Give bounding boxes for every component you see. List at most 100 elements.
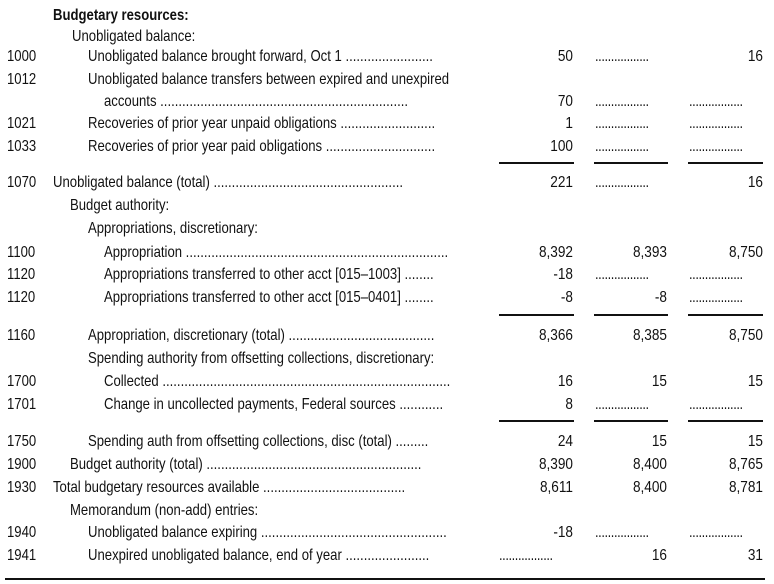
table-row: 1012 Unobligated balance transfers betwee… bbox=[0, 69, 774, 91]
value-col-3: 8,765 bbox=[728, 456, 763, 473]
line-code: 1070 bbox=[7, 174, 37, 191]
line-code: 1021 bbox=[7, 115, 37, 132]
table-row: 1070 Unobligated balance (total) ........… bbox=[0, 172, 774, 194]
table-row: 1160 Appropriation, discretionary (total)… bbox=[0, 325, 774, 347]
line-code: 1701 bbox=[7, 396, 37, 413]
value-col-2: 16 bbox=[651, 547, 667, 564]
empty-value-leader: ................. bbox=[595, 115, 649, 132]
line-label: Unexpired unobligated balance, end of ye… bbox=[88, 547, 430, 564]
table-row: Memorandum (non-add) entries: bbox=[0, 500, 774, 522]
line-label: Unobligated balance transfers between ex… bbox=[88, 71, 450, 88]
line-label: Collected ..............................… bbox=[104, 373, 451, 390]
table-row: Budget authority: bbox=[0, 195, 774, 217]
value-col-1: 16 bbox=[557, 373, 573, 390]
subtotal-rule-col-2 bbox=[594, 162, 668, 164]
line-label: Appropriations transferred to other acct… bbox=[104, 289, 434, 306]
empty-value-leader: ................. bbox=[689, 289, 743, 306]
subtotal-rule-col-2 bbox=[594, 420, 668, 422]
empty-value-leader: ................. bbox=[499, 547, 553, 564]
value-col-1: -8 bbox=[560, 289, 573, 306]
section-title: Budgetary resources: bbox=[53, 7, 189, 24]
table-row: 1120 Appropriations transferred to other … bbox=[0, 287, 774, 309]
line-label: Change in uncollected payments, Federal … bbox=[104, 396, 444, 413]
empty-value-leader: ................. bbox=[689, 266, 743, 283]
value-col-2: 8,393 bbox=[632, 244, 667, 261]
value-col-3: 16 bbox=[747, 48, 763, 65]
subtotal-rule-col-3 bbox=[688, 420, 763, 422]
value-col-1: -18 bbox=[553, 524, 573, 541]
value-col-1: 100 bbox=[550, 138, 573, 155]
line-label: Appropriations, discretionary: bbox=[88, 220, 258, 237]
table-row: 1021 Recoveries of prior year unpaid obli… bbox=[0, 113, 774, 135]
subtotal-rule-col-3 bbox=[688, 314, 763, 316]
empty-value-leader: ................. bbox=[595, 396, 649, 413]
value-col-1: 50 bbox=[557, 48, 573, 65]
line-code: 1160 bbox=[7, 327, 36, 344]
table-row: Unobligated balance: bbox=[0, 26, 774, 48]
value-col-2: 15 bbox=[651, 433, 667, 450]
table-row: 1941 Unexpired unobligated balance, end o… bbox=[0, 545, 774, 567]
line-code: 1940 bbox=[7, 524, 37, 541]
empty-value-leader: ................. bbox=[689, 396, 743, 413]
subtotal-rule-col-1 bbox=[499, 162, 574, 164]
line-label: Appropriations transferred to other acct… bbox=[104, 266, 434, 283]
table-row: Spending authority from offsetting colle… bbox=[0, 348, 774, 370]
table-row: 1000 Unobligated balance brought forward,… bbox=[0, 46, 774, 68]
subtotal-rule-col-1 bbox=[499, 314, 574, 316]
line-code: 1750 bbox=[7, 433, 37, 450]
subtotal-rule-col-2 bbox=[594, 314, 668, 316]
value-col-3: 15 bbox=[747, 433, 763, 450]
line-label: Spending auth from offsetting collection… bbox=[88, 433, 429, 450]
value-col-3: 8,750 bbox=[728, 244, 763, 261]
line-label: Total budgetary resources available ....… bbox=[53, 479, 406, 496]
value-col-1: -18 bbox=[553, 266, 573, 283]
table-row: 1120 Appropriations transferred to other … bbox=[0, 264, 774, 286]
table-row: 1940 Unobligated balance expiring .......… bbox=[0, 522, 774, 544]
value-col-1: 24 bbox=[557, 433, 573, 450]
empty-value-leader: ................. bbox=[689, 138, 743, 155]
line-label: Budget authority: bbox=[70, 197, 170, 214]
empty-value-leader: ................. bbox=[689, 524, 743, 541]
value-col-1: 8,390 bbox=[538, 456, 573, 473]
table-row: 1930 Total budgetary resources available … bbox=[0, 477, 774, 499]
line-label: Unobligated balance (total) ............… bbox=[53, 174, 404, 191]
line-code: 1033 bbox=[7, 138, 37, 155]
line-code: 1100 bbox=[7, 244, 36, 261]
line-label: Appropriation ..........................… bbox=[104, 244, 449, 261]
table-row: 1701 Change in uncollected payments, Fede… bbox=[0, 394, 774, 416]
value-col-1: 8 bbox=[565, 396, 573, 413]
empty-value-leader: ................. bbox=[595, 93, 649, 110]
line-code: 1000 bbox=[7, 48, 37, 65]
line-label: accounts ...............................… bbox=[104, 93, 409, 110]
empty-value-leader: ................. bbox=[595, 48, 649, 65]
value-col-3: 16 bbox=[747, 174, 763, 191]
line-code: 1012 bbox=[7, 71, 37, 88]
value-col-1: 221 bbox=[550, 174, 573, 191]
line-code: 1700 bbox=[7, 373, 37, 390]
value-col-1: 8,611 bbox=[539, 479, 573, 496]
value-col-1: 8,366 bbox=[538, 327, 573, 344]
table-row: 1100 Appropriation ......................… bbox=[0, 242, 774, 264]
line-label: Unobligated balance brought forward, Oct… bbox=[88, 48, 433, 65]
line-code: 1120 bbox=[7, 266, 36, 283]
table-row: accounts ...............................… bbox=[0, 91, 774, 113]
value-col-1: 1 bbox=[565, 115, 573, 132]
empty-value-leader: ................. bbox=[689, 93, 743, 110]
value-col-1: 8,392 bbox=[538, 244, 573, 261]
table-row: 1033 Recoveries of prior year paid obliga… bbox=[0, 136, 774, 158]
line-label: Spending authority from offsetting colle… bbox=[88, 350, 435, 367]
value-col-1: 70 bbox=[557, 93, 573, 110]
subtotal-rule-col-3 bbox=[688, 162, 763, 164]
table-row: 1750 Spending auth from offsetting collec… bbox=[0, 431, 774, 453]
value-col-2: 8,385 bbox=[632, 327, 667, 344]
empty-value-leader: ................. bbox=[595, 138, 649, 155]
empty-value-leader: ................. bbox=[689, 115, 743, 132]
empty-value-leader: ................. bbox=[595, 174, 649, 191]
table-row: 1900 Budget authority (total) ...........… bbox=[0, 454, 774, 476]
line-label: Memorandum (non-add) entries: bbox=[70, 502, 259, 519]
line-label: Appropriation, discretionary (total) ...… bbox=[88, 327, 435, 344]
line-label: Unobligated balance: bbox=[72, 28, 196, 45]
value-col-2: 8,400 bbox=[632, 479, 667, 496]
line-code: 1930 bbox=[7, 479, 37, 496]
value-col-2: 15 bbox=[651, 373, 667, 390]
